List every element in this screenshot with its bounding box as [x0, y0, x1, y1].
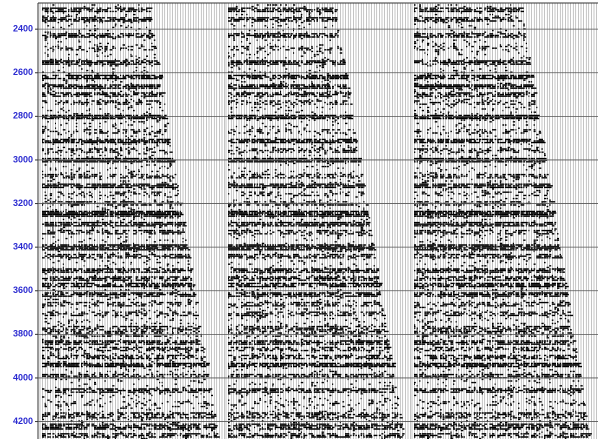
y-tick-label: 4200 [13, 416, 33, 426]
y-tick-label: 3600 [13, 285, 33, 295]
chart: 2400 2600 2800 3000 3200 3400 3600 3800 4000 4200 [0, 0, 598, 439]
y-tick-label: 2800 [13, 111, 33, 121]
y-tick-label: 2400 [13, 24, 33, 34]
y-tick-label: 3200 [13, 198, 33, 208]
y-tick-label: 4000 [13, 372, 33, 382]
y-tick-label: 2600 [13, 67, 33, 77]
y-tick-label: 3800 [13, 329, 33, 339]
y-tick-label: 3000 [13, 154, 33, 164]
y-tick-label: 3400 [13, 242, 33, 252]
